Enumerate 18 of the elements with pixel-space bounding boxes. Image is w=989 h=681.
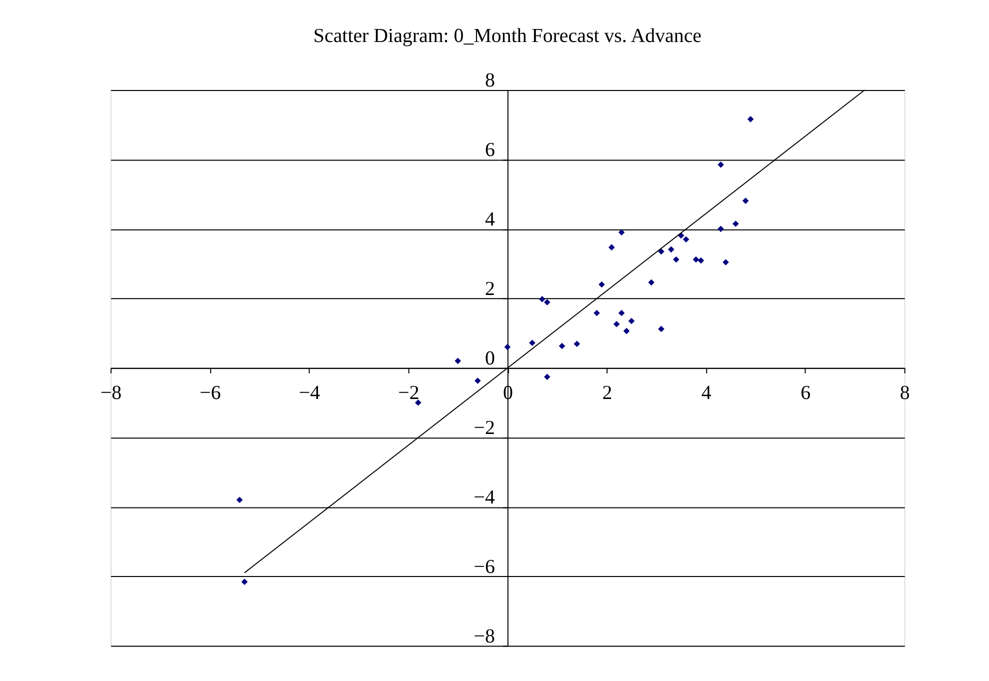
y-tick-label: 0: [485, 347, 496, 370]
x-tick-label: −6: [200, 382, 221, 404]
chart-title: Scatter Diagram: 0_Month Forecast vs. Advance: [313, 25, 702, 48]
y-tick-label: −8: [474, 625, 496, 648]
x-tick-label: −8: [100, 382, 122, 404]
x-tick-label: 4: [701, 382, 712, 404]
y-tick-label: −2: [474, 416, 495, 439]
x-tick-label: 2: [602, 382, 612, 404]
x-tick-label: 8: [900, 382, 910, 404]
x-tick-label: 6: [800, 382, 811, 404]
y-tick-label: 6: [485, 138, 496, 161]
y-tick-label: 4: [485, 208, 496, 230]
y-tick-label: −4: [474, 486, 496, 508]
y-tick-label: 2: [485, 278, 495, 300]
y-tick-label: 8: [485, 70, 496, 92]
x-tick-label: −2: [398, 382, 420, 404]
x-tick-label: −4: [298, 382, 320, 404]
y-tick-label: −6: [474, 556, 496, 578]
